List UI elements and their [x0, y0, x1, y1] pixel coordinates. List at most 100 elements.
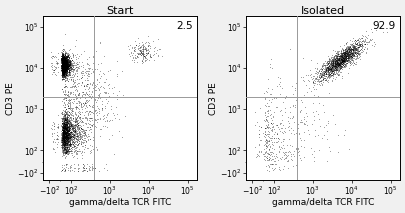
Point — [329, 56, 335, 59]
Point — [64, 55, 70, 59]
Point — [65, 135, 71, 138]
Point — [59, 138, 66, 141]
Point — [60, 141, 67, 144]
Point — [333, 66, 339, 69]
Point — [85, 72, 91, 75]
Point — [100, 72, 107, 75]
Point — [350, 39, 356, 42]
Point — [69, 101, 75, 104]
Point — [62, 137, 68, 140]
Point — [62, 60, 69, 64]
Point — [62, 57, 69, 61]
Point — [62, 62, 69, 65]
Point — [334, 62, 341, 65]
Point — [64, 67, 70, 70]
Point — [368, 30, 375, 34]
Point — [353, 41, 360, 44]
Point — [58, 67, 64, 70]
Point — [60, 61, 67, 64]
Point — [264, 132, 270, 136]
Point — [64, 135, 70, 139]
Point — [94, 77, 100, 81]
Point — [350, 44, 356, 47]
Point — [342, 64, 348, 68]
Point — [60, 63, 66, 67]
Point — [347, 52, 353, 55]
Point — [58, 66, 64, 70]
Point — [60, 61, 66, 64]
Point — [262, 133, 269, 136]
Point — [60, 66, 66, 70]
Point — [343, 49, 350, 52]
Point — [338, 61, 344, 64]
Point — [79, 80, 85, 84]
Point — [79, 168, 85, 172]
Point — [59, 62, 66, 66]
Point — [346, 49, 353, 53]
Point — [72, 130, 78, 133]
Point — [64, 63, 70, 66]
Point — [66, 64, 72, 68]
Point — [350, 48, 356, 51]
Point — [60, 119, 67, 122]
Point — [78, 117, 85, 120]
Point — [345, 58, 351, 61]
Point — [339, 58, 345, 62]
Point — [71, 127, 77, 130]
Point — [62, 61, 69, 64]
Point — [61, 62, 67, 65]
Point — [58, 59, 64, 62]
Point — [343, 48, 350, 51]
Point — [67, 86, 74, 89]
Point — [64, 59, 71, 63]
Point — [62, 135, 68, 138]
Point — [340, 65, 346, 68]
Point — [60, 128, 66, 131]
Point — [342, 50, 349, 53]
Point — [316, 125, 322, 128]
Point — [62, 127, 68, 130]
Point — [68, 122, 75, 125]
Point — [339, 53, 345, 57]
Point — [325, 63, 332, 67]
Point — [64, 66, 70, 69]
Point — [64, 138, 71, 142]
Point — [72, 119, 79, 123]
Point — [325, 69, 332, 72]
Point — [268, 166, 274, 170]
Point — [59, 56, 66, 59]
Point — [65, 121, 71, 125]
Point — [60, 58, 67, 61]
Point — [62, 63, 69, 67]
Point — [58, 54, 65, 57]
Point — [66, 122, 72, 126]
Point — [66, 75, 72, 78]
Point — [72, 120, 79, 123]
Point — [73, 119, 80, 122]
Point — [59, 57, 65, 60]
Point — [332, 52, 339, 55]
Point — [64, 149, 71, 152]
Point — [59, 125, 65, 128]
Point — [70, 72, 77, 76]
Point — [60, 64, 67, 68]
Point — [59, 64, 66, 68]
Point — [352, 54, 358, 58]
Point — [68, 121, 75, 124]
Point — [342, 47, 348, 50]
Point — [75, 114, 81, 117]
Point — [61, 60, 67, 63]
Point — [328, 59, 335, 63]
Point — [60, 59, 66, 63]
Point — [61, 66, 68, 70]
Point — [62, 79, 68, 82]
Point — [49, 61, 55, 64]
Point — [59, 75, 65, 78]
Point — [62, 70, 68, 74]
Point — [60, 52, 66, 56]
Point — [60, 57, 67, 60]
Point — [64, 63, 71, 67]
Point — [63, 68, 70, 71]
Point — [60, 56, 67, 60]
Point — [68, 125, 74, 128]
